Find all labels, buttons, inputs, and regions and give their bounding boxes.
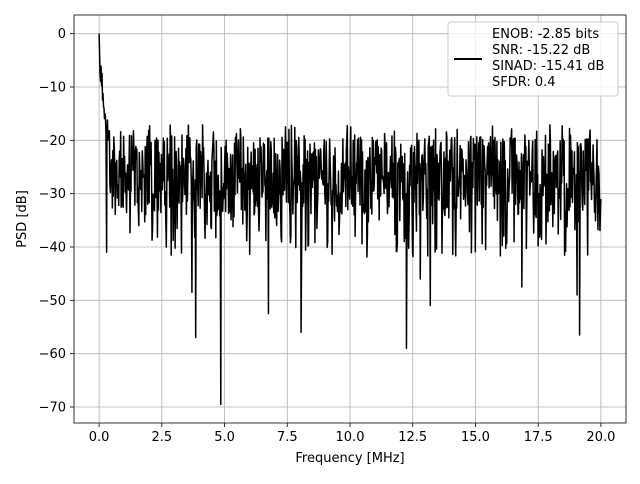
legend-entry-enob: ENOB: -2.85 bits: [492, 27, 599, 42]
y-tick-label: −40: [39, 241, 66, 256]
x-tick-label: 15.0: [461, 430, 490, 445]
y-tick-label: −60: [39, 347, 66, 362]
series-layer: [98, 33, 602, 406]
legend-entry-sinad: SINAD: -15.41 dB: [492, 59, 604, 74]
legend: ENOB: -2.85 bits SNR: -15.22 dB SINAD: -…: [447, 21, 619, 97]
legend-entry-sfdr: SFDR: 0.4: [492, 75, 556, 90]
y-axis-label: PSD [dB]: [15, 190, 30, 248]
x-tick-label: 17.5: [524, 430, 553, 445]
x-tick-label: 10.0: [336, 430, 365, 445]
legend-box: [447, 21, 619, 97]
x-tick-label: 7.5: [277, 430, 298, 445]
x-axis-label: Frequency [MHz]: [295, 451, 404, 466]
y-tick-label: −20: [39, 134, 66, 149]
y-tick-label: −10: [39, 81, 66, 96]
x-axis: 0.0 2.5 5.0 7.5 10.0 12.5 15.0 17.5 20.0: [89, 423, 615, 445]
y-tick-label: 0: [58, 27, 66, 42]
y-tick-label: −30: [39, 187, 66, 202]
x-tick-label: 5.0: [214, 430, 235, 445]
x-tick-label: 0.0: [89, 430, 110, 445]
legend-entry-snr: SNR: -15.22 dB: [492, 43, 590, 58]
x-tick-label: 2.5: [151, 430, 172, 445]
y-tick-label: −70: [39, 401, 66, 416]
psd-series-line: [98, 33, 602, 406]
y-axis: 0 −10 −20 −30 −40 −50 −60 −70: [39, 27, 74, 416]
y-tick-label: −50: [39, 294, 66, 309]
x-tick-label: 20.0: [586, 430, 615, 445]
x-tick-label: 12.5: [398, 430, 427, 445]
